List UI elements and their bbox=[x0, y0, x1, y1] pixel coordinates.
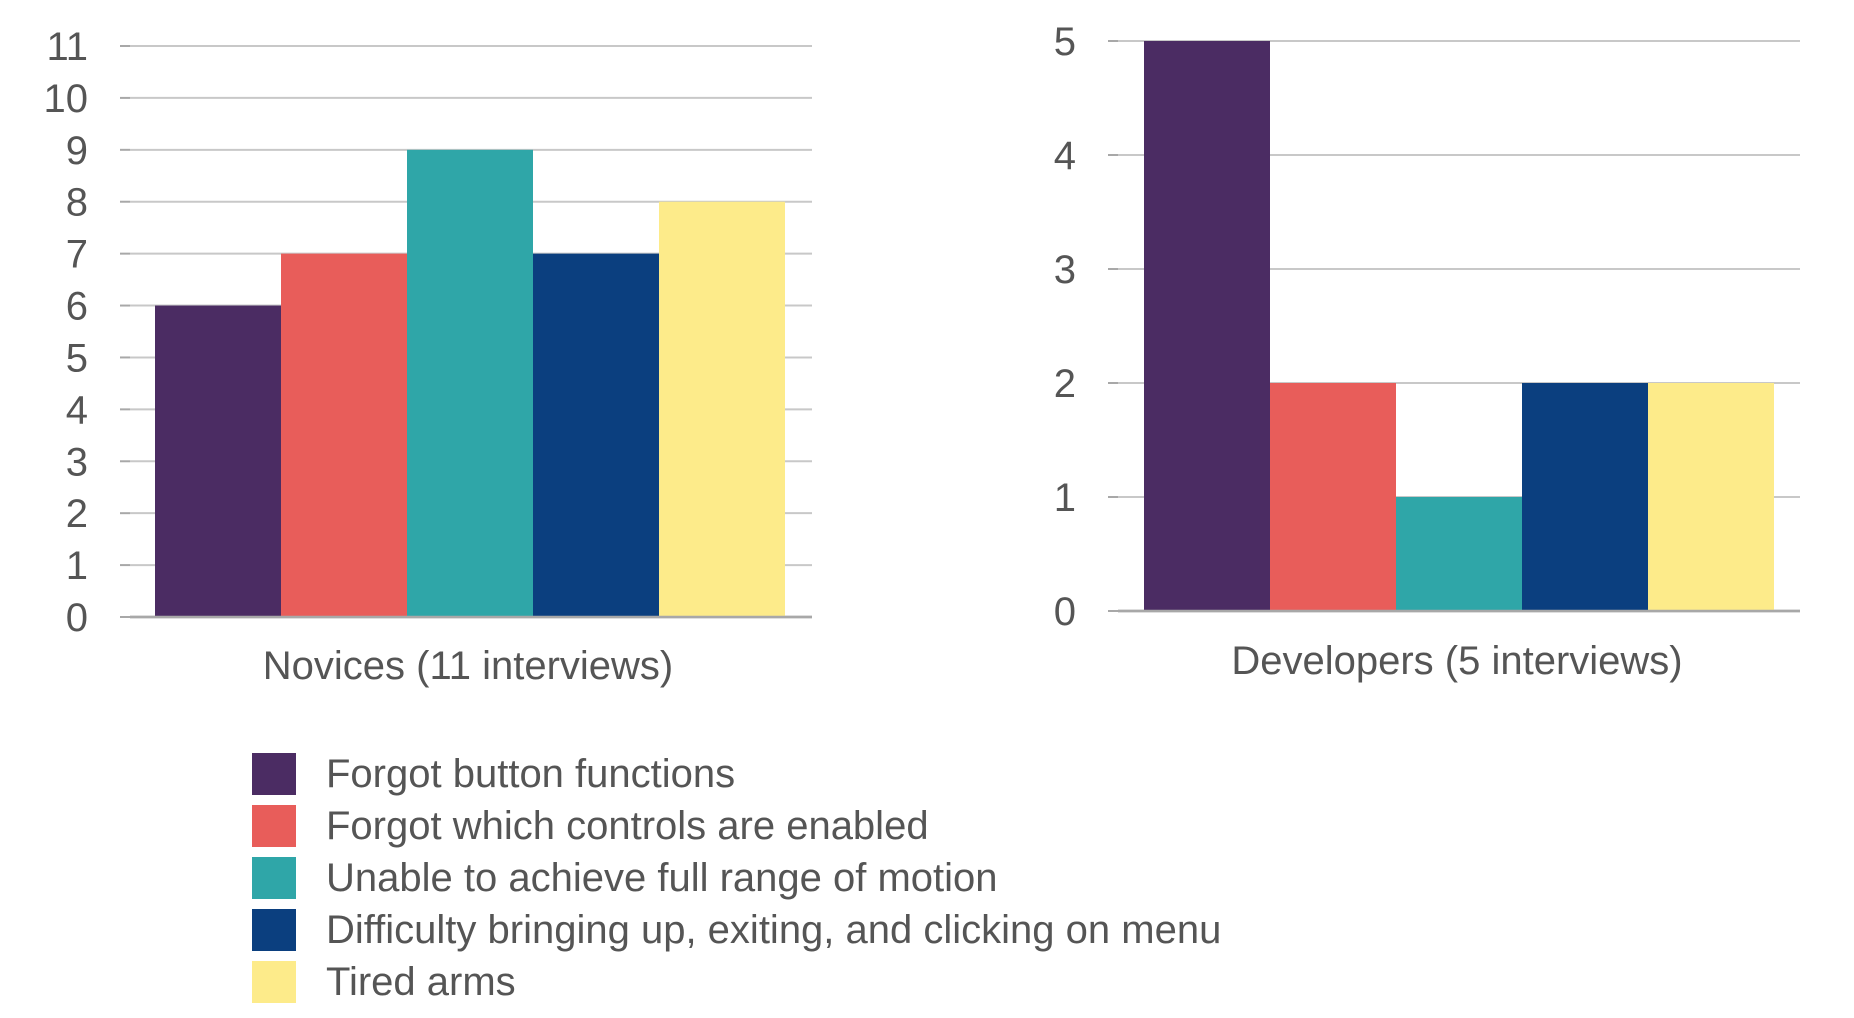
legend-item-full-range-of-motion: Unable to achieve full range of motion bbox=[252, 852, 1221, 904]
y-tick-label: 2 bbox=[1054, 362, 1076, 406]
y-tick-label: 2 bbox=[66, 492, 88, 536]
bar-difficulty-bringing-up-exiting-and-clicking-on-menu bbox=[1522, 383, 1648, 611]
x-axis-category-label: Developers (5 interviews) bbox=[1231, 639, 1682, 683]
y-tick-label: 1 bbox=[66, 544, 88, 588]
y-tick-label: 9 bbox=[66, 129, 88, 173]
bar-tired-arms bbox=[1648, 383, 1774, 611]
legend-label: Forgot button functions bbox=[326, 751, 736, 796]
legend-swatch bbox=[252, 805, 296, 847]
legend-label: Unable to achieve full range of motion bbox=[326, 855, 998, 900]
y-tick-label: 0 bbox=[66, 596, 88, 640]
bar-forgot-button-functions bbox=[155, 305, 281, 617]
legend-item-menu-difficulty: Difficulty bringing up, exiting, and cli… bbox=[252, 904, 1221, 956]
bar-forgot-button-functions bbox=[1144, 41, 1270, 611]
y-tick-label: 4 bbox=[66, 388, 88, 432]
developers-chart: 0 1 2 3 4 5 Developers (5 interviews) bbox=[1054, 20, 1800, 683]
bar-tired-arms bbox=[659, 201, 785, 617]
bar-unable-to-achieve-full-range-of-motion bbox=[1396, 497, 1522, 611]
y-tick-label: 5 bbox=[66, 336, 88, 380]
bar-unable-to-achieve-full-range-of-motion bbox=[407, 149, 533, 617]
legend: Forgot button functions Forgot which con… bbox=[252, 748, 1221, 1008]
legend-label: Difficulty bringing up, exiting, and cli… bbox=[326, 907, 1222, 952]
y-tick-label: 6 bbox=[66, 285, 88, 329]
legend-label: Forgot which controls are enabled bbox=[326, 803, 929, 848]
legend-swatch bbox=[252, 909, 296, 951]
legend-swatch bbox=[252, 961, 296, 1003]
y-tick-label: 7 bbox=[66, 233, 88, 277]
bar-forgot-which-controls-are-enabled bbox=[281, 253, 407, 618]
y-tick-label: 3 bbox=[66, 440, 88, 484]
legend-item-forgot-button-functions: Forgot button functions bbox=[252, 748, 1221, 800]
y-tick-label: 0 bbox=[1054, 590, 1076, 634]
legend-label: Tired arms bbox=[326, 959, 516, 1004]
y-tick-label: 1 bbox=[1054, 476, 1076, 520]
bar-difficulty-bringing-up-exiting-and-clicking-on-menu bbox=[533, 253, 659, 618]
y-tick-label: 8 bbox=[66, 181, 88, 225]
legend-swatch bbox=[252, 857, 296, 899]
y-tick-label: 11 bbox=[46, 25, 88, 69]
x-axis-category-label: Novices (11 interviews) bbox=[263, 644, 674, 688]
legend-item-tired-arms: Tired arms bbox=[252, 956, 1221, 1008]
charts-canvas: 0 1 2 3 4 5 6 7 8 9 10 11 Novices (11 interviews) 0 1… bbox=[44, 20, 1800, 688]
y-tick-label: 3 bbox=[1054, 248, 1076, 292]
y-tick-label: 4 bbox=[1054, 134, 1076, 178]
legend-item-forgot-controls-enabled: Forgot which controls are enabled bbox=[252, 800, 1221, 852]
y-tick-label: 10 bbox=[44, 77, 89, 121]
bar-forgot-which-controls-are-enabled bbox=[1270, 383, 1396, 611]
legend-swatch bbox=[252, 753, 296, 795]
novices-chart: 0 1 2 3 4 5 6 7 8 9 10 11 Novices (11 interviews) bbox=[44, 25, 812, 688]
y-tick-label: 5 bbox=[1054, 20, 1076, 64]
